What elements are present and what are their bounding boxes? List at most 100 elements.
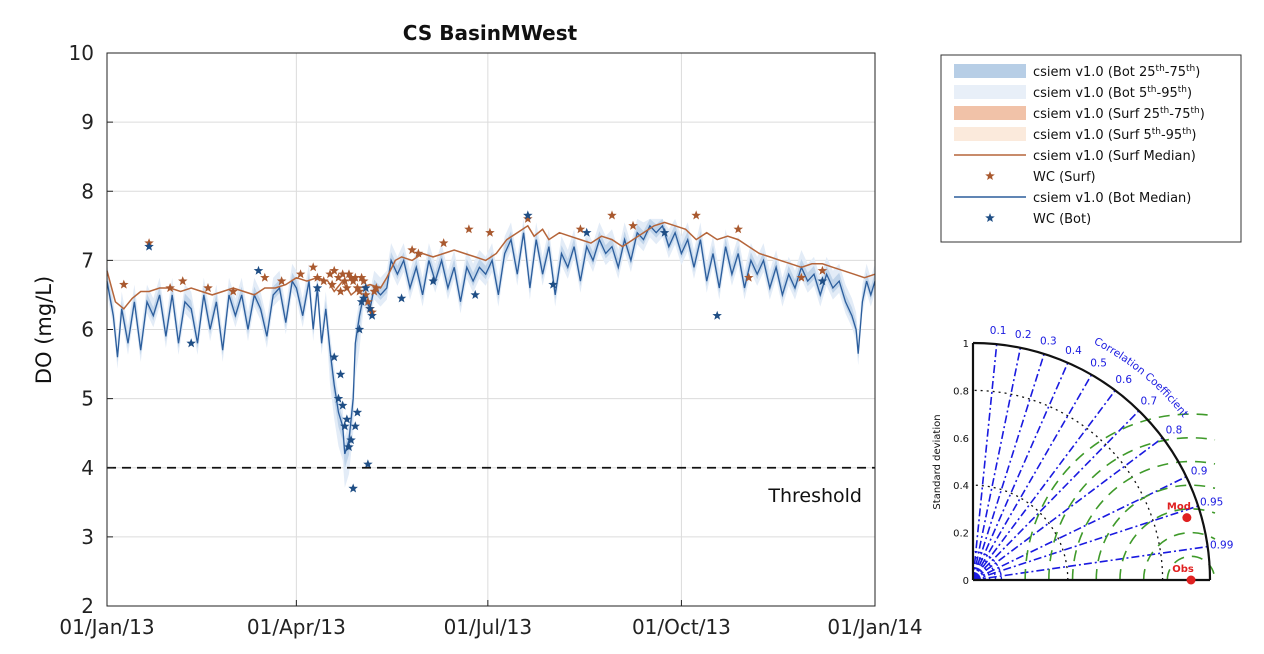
wc-surf-marker (260, 272, 270, 282)
legend-label: csiem v1.0 (Bot 25th-75th) (1033, 64, 1200, 80)
legend-text: csiem v1.0 (Bot Median) (1033, 191, 1191, 206)
legend-text: -75 (1165, 65, 1186, 80)
x-tick-label: 01/Apr/13 (247, 615, 346, 639)
wc-bot-marker (365, 303, 375, 313)
legend-swatch (954, 64, 1026, 78)
legend-item: csiem v1.0 (Surf 5th-95th) (954, 127, 1197, 143)
legend-item: csiem v1.0 (Bot 5th-95th) (954, 85, 1192, 101)
x-tick-label: 01/Jan/14 (827, 615, 922, 639)
std-tick-label: 0.6 (953, 434, 969, 445)
rms-arc-inner (972, 568, 985, 581)
wc-bot-marker (344, 442, 354, 452)
legend-superscript: th (1182, 127, 1191, 137)
wc-bot-marker (396, 293, 407, 303)
wc-surf-marker (407, 245, 417, 255)
correlation-ray (972, 344, 998, 581)
legend-text: ) (1187, 86, 1192, 101)
correlation-ray (972, 374, 1093, 581)
legend-swatch (985, 171, 995, 180)
y-tick-label: 2 (81, 594, 94, 618)
correlation-tick-label: 0.6 (1115, 374, 1132, 386)
correlation-ray (972, 437, 1164, 581)
legend: csiem v1.0 (Bot 25th-75th) csiem v1.0 (Bo… (940, 54, 1242, 243)
legend-label: csiem v1.0 (Surf 5th-95th) (1033, 127, 1197, 143)
correlation-tick-label: 0.8 (1166, 424, 1183, 436)
wc-bot-marker (337, 400, 348, 410)
std-tick-label: 0.2 (953, 529, 969, 540)
threshold-label: Threshold (767, 485, 862, 507)
legend-text: -75 (1169, 107, 1190, 122)
legend-item: WC (Bot) (985, 212, 1091, 227)
wc-bot-marker (348, 483, 358, 493)
wc-surf-marker (333, 272, 344, 282)
wc-bot-marker (817, 276, 828, 286)
wc-bot-marker (342, 414, 352, 424)
legend-label: csiem v1.0 (Surf 25th-75th) (1033, 106, 1205, 122)
taylor-outer-arc (972, 341, 1212, 581)
y-tick-label: 5 (81, 387, 94, 411)
wc-bot-marker (352, 407, 363, 417)
wc-surf-marker (691, 210, 701, 220)
legend-text: csiem v1.0 (Surf 5 (1033, 128, 1152, 143)
wc-surf-marker (485, 227, 495, 237)
wc-bot-marker (354, 324, 365, 334)
rms-arc (1142, 531, 1216, 581)
wc-bot-marker (582, 227, 592, 237)
wc-surf-marker (464, 224, 474, 234)
wc-bot-marker (312, 283, 323, 293)
wc-surf-marker (796, 272, 807, 282)
legend-text: WC (Surf) (1033, 170, 1096, 185)
wc-surf-marker (628, 220, 638, 230)
correlation-ray (972, 347, 1022, 581)
wc-surf-marker (350, 272, 360, 282)
correlation-tick-label: 0.99 (1210, 540, 1233, 552)
legend-item: csiem v1.0 (Bot 25th-75th) (954, 64, 1200, 80)
wc-bot-marker (367, 310, 377, 320)
y-tick-label: 3 (81, 525, 94, 549)
rms-arc (1119, 508, 1216, 581)
legend-label: csiem v1.0 (Bot 5th-95th) (1033, 85, 1192, 101)
x-tick-label: 01/Jan/13 (59, 615, 154, 639)
legend-label: WC (Bot) (1033, 212, 1091, 227)
wc-surf-marker (295, 269, 306, 279)
correlation-tick-label: 0.2 (1015, 329, 1032, 341)
legend-superscript: th (1186, 64, 1195, 74)
rms-arc (1071, 460, 1216, 581)
legend-swatch (954, 106, 1026, 120)
median-series (106, 221, 876, 455)
correlation-ray (972, 410, 1140, 581)
wc-bot-marker (340, 421, 350, 431)
correlation-ray (972, 389, 1116, 581)
legend-text: csiem v1.0 (Surf Median) (1033, 149, 1196, 164)
legend-text: csiem v1.0 (Bot 5 (1033, 86, 1147, 101)
taylor-point-mod (1182, 513, 1192, 523)
legend-superscript: th (1156, 64, 1165, 74)
legend-item: WC (Surf) (985, 170, 1096, 185)
wc-surf-marker (438, 238, 449, 248)
taylor-point-obs (1186, 575, 1196, 585)
wc-bot-marker (470, 289, 480, 299)
correlation-tick-label: 0.9 (1191, 465, 1208, 477)
wc-bot-marker (144, 241, 154, 251)
std-arc (972, 389, 1164, 581)
legend-superscript: th (1160, 106, 1169, 116)
rms-arc (1166, 555, 1216, 581)
wc-surf-marker (319, 276, 329, 286)
std-tick-label: 0.8 (953, 386, 969, 397)
legend-text: WC (Bot) (1033, 212, 1091, 227)
std-arc (972, 484, 1069, 581)
legend-superscript: th (1152, 127, 1161, 137)
correlation-tick-label: 0.5 (1090, 357, 1107, 369)
correlation-tick-label: 0.3 (1040, 335, 1057, 347)
rms-arc (1095, 484, 1216, 581)
wc-surf-marker (361, 289, 371, 299)
timeseries-chart: CS BasinMWest Threshold 2 3 4 5 6 7 8 9 10 01/Ja… (32, 21, 923, 639)
wc-surf-marker (203, 283, 213, 293)
legend-label: csiem v1.0 (Surf Median) (1033, 149, 1196, 164)
y-tick-label: 6 (81, 318, 94, 342)
rms-arc (1024, 413, 1216, 581)
wc-surf-marker (363, 296, 373, 306)
legend-text: -95 (1157, 86, 1178, 101)
wc-surf-marker (346, 272, 356, 282)
wc-surf-marker (575, 224, 586, 234)
